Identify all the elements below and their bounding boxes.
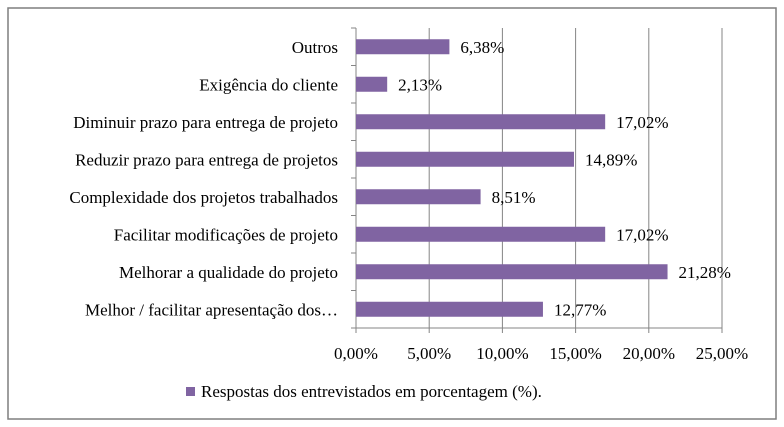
x-tick-label: 10,00% — [476, 344, 528, 363]
data-label: 2,13% — [398, 75, 442, 94]
category-label: Outros — [292, 38, 338, 57]
category-label: Diminuir prazo para entrega de projeto — [73, 113, 338, 132]
bar — [356, 301, 543, 317]
category-label: Complexidade dos projetos trabalhados — [69, 188, 338, 207]
category-label: Melhor / facilitar apresentação dos… — [85, 300, 338, 319]
category-label: Reduzir prazo para entrega de projetos — [75, 150, 338, 169]
bar — [356, 76, 388, 92]
bar — [356, 114, 606, 130]
x-tick-label: 15,00% — [549, 344, 601, 363]
bar — [356, 151, 574, 167]
chart-frame — [7, 7, 777, 420]
category-label: Facilitar modificações de projeto — [114, 225, 338, 244]
data-label: 21,28% — [679, 263, 731, 282]
data-labels: 6,38% 2,13% 17,02% 14,89% 8,51% 17,02% 21,28% 1… — [398, 38, 731, 320]
bar — [356, 39, 450, 55]
legend-label: Respostas dos entrevistados em porcentag… — [201, 382, 542, 401]
x-tick-label: 5,00% — [407, 344, 451, 363]
data-label: 17,02% — [616, 113, 668, 132]
bar — [356, 189, 481, 205]
data-label: 6,38% — [460, 38, 504, 57]
x-tick-labels: 0,00% 5,00% 10,00% 15,00% 20,00% 25,00% — [334, 344, 748, 363]
bars — [356, 39, 668, 317]
x-tick-label: 20,00% — [623, 344, 675, 363]
category-label: Exigência do cliente — [199, 75, 338, 94]
x-tick-label: 25,00% — [696, 344, 748, 363]
data-label: 12,77% — [554, 300, 606, 319]
data-label: 8,51% — [492, 188, 536, 207]
data-label: 17,02% — [616, 225, 668, 244]
bar — [356, 226, 606, 242]
category-labels: Outros Exigência do cliente Diminuir prazo… — [69, 38, 338, 320]
category-label: Melhorar a qualidade do projeto — [119, 263, 338, 282]
bar — [356, 264, 668, 280]
x-tick-label: 0,00% — [334, 344, 378, 363]
legend: Respostas dos entrevistados em porcentag… — [186, 382, 542, 401]
data-label: 14,89% — [585, 150, 637, 169]
legend-swatch — [186, 387, 195, 396]
